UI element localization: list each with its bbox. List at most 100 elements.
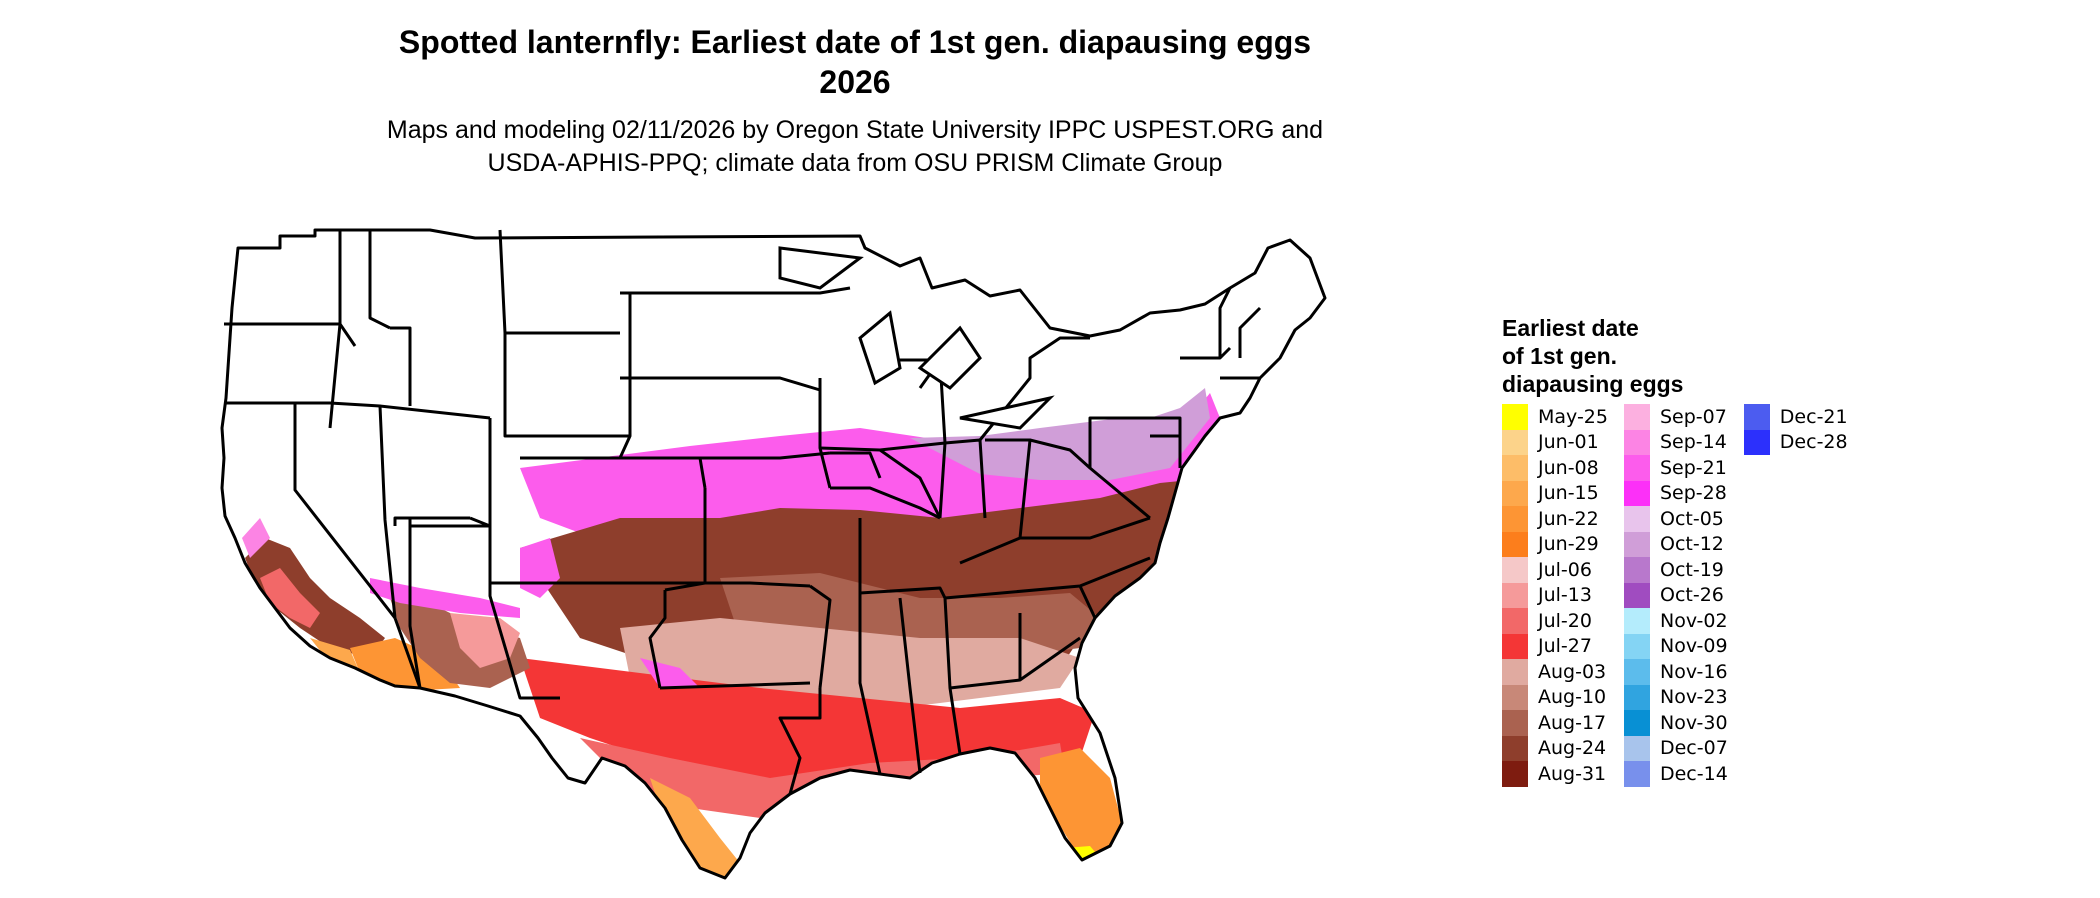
legend-label: Oct-19 xyxy=(1659,558,1724,581)
legend-label: Aug-10 xyxy=(1538,686,1607,709)
map-subtitle: Maps and modeling 02/11/2026 by Oregon S… xyxy=(210,114,1500,180)
legend-swatch xyxy=(1502,531,1528,557)
legend-swatch xyxy=(1502,633,1528,659)
legend-label: Jul-13 xyxy=(1538,584,1592,607)
legend: Earliest date of 1st gen. diapausing egg… xyxy=(1502,314,1864,787)
legend-swatch xyxy=(1623,608,1650,634)
legend-item: Aug-03 xyxy=(1502,659,1608,685)
legend-item: Oct-26 xyxy=(1623,582,1728,608)
legend-label: Nov-16 xyxy=(1659,660,1728,683)
legend-label: Sep-28 xyxy=(1659,482,1727,505)
legend-swatch xyxy=(1623,735,1650,761)
great-lakes xyxy=(778,246,1055,430)
legend-item: Nov-02 xyxy=(1623,608,1728,634)
legend-swatch xyxy=(1502,455,1528,481)
legend-swatch xyxy=(1623,506,1650,532)
legend-label: Sep-07 xyxy=(1659,405,1727,428)
legend-label: Oct-05 xyxy=(1659,507,1724,530)
legend-item: Aug-24 xyxy=(1502,735,1608,761)
subtitle-line-2: USDA-APHIS-PPQ; climate data from OSU PR… xyxy=(487,149,1223,177)
legend-swatch xyxy=(1623,455,1650,481)
legend-item: Jul-20 xyxy=(1502,608,1608,634)
legend-swatch xyxy=(1502,710,1528,736)
legend-swatch xyxy=(1623,480,1650,506)
legend-item: Nov-09 xyxy=(1623,633,1728,659)
legend-item: Jun-08 xyxy=(1502,455,1608,481)
legend-item: Sep-21 xyxy=(1623,455,1728,481)
legend-column: Dec-21 Dec-28 xyxy=(1743,404,1848,787)
legend-item: Jul-06 xyxy=(1502,557,1608,583)
legend-label: Sep-21 xyxy=(1659,456,1727,479)
legend-label: Oct-26 xyxy=(1659,584,1724,607)
legend-swatch xyxy=(1743,404,1770,430)
legend-swatch xyxy=(1502,659,1528,685)
legend-label: Dec-21 xyxy=(1779,405,1848,428)
state-borders xyxy=(220,228,1327,880)
legend-swatch xyxy=(1502,429,1528,455)
legend-label: Dec-14 xyxy=(1659,762,1728,785)
legend-column: Sep-07 Sep-14 Sep-21 Sep-28 Oct-05 Oct-12 Oct-… xyxy=(1623,404,1728,787)
legend-item: Dec-21 xyxy=(1743,404,1848,430)
legend-item: Jun-29 xyxy=(1502,531,1608,557)
legend-label: Dec-28 xyxy=(1779,431,1848,454)
legend-label: Nov-30 xyxy=(1659,711,1728,734)
legend-swatch xyxy=(1502,480,1528,506)
legend-swatch xyxy=(1502,761,1528,787)
legend-swatch xyxy=(1623,531,1650,557)
legend-label: Jun-01 xyxy=(1538,431,1599,454)
legend-label: Jul-27 xyxy=(1538,635,1592,658)
legend-swatch xyxy=(1623,557,1650,583)
legend-title: Earliest date of 1st gen. diapausing egg… xyxy=(1502,314,1762,398)
legend-label: Jun-08 xyxy=(1538,456,1599,479)
legend-label: Nov-02 xyxy=(1659,609,1728,632)
legend-item: Jul-13 xyxy=(1502,582,1608,608)
legend-item: Dec-14 xyxy=(1623,761,1728,787)
legend-item: Aug-31 xyxy=(1502,761,1608,787)
legend-item: Dec-28 xyxy=(1743,429,1848,455)
legend-swatch xyxy=(1623,659,1650,685)
legend-swatch xyxy=(1623,582,1650,608)
legend-swatch xyxy=(1623,404,1650,430)
title-block: Spotted lanternfly: Earliest date of 1st… xyxy=(210,22,1500,180)
legend-swatch xyxy=(1502,684,1528,710)
legend-item: Sep-28 xyxy=(1623,480,1728,506)
subtitle-line-1: Maps and modeling 02/11/2026 by Oregon S… xyxy=(386,116,1324,144)
legend-item: May-25 xyxy=(1502,404,1608,430)
legend-item: Jun-01 xyxy=(1502,429,1608,455)
legend-title-line-2: of 1st gen. xyxy=(1502,343,1618,369)
legend-item: Jun-22 xyxy=(1502,506,1608,532)
legend-item: Sep-07 xyxy=(1623,404,1728,430)
legend-label: Nov-23 xyxy=(1659,686,1728,709)
legend-label: Jun-29 xyxy=(1538,533,1599,556)
legend-swatch xyxy=(1502,735,1528,761)
map-year: 2026 xyxy=(819,64,891,100)
legend-title-line-3: diapausing eggs xyxy=(1502,371,1684,397)
legend-swatch xyxy=(1502,608,1528,634)
legend-item: Nov-30 xyxy=(1623,710,1728,736)
legend-label: Aug-17 xyxy=(1538,711,1607,734)
legend-item: Jul-27 xyxy=(1502,633,1608,659)
legend-label: Sep-14 xyxy=(1659,431,1727,454)
legend-label: Dec-07 xyxy=(1659,737,1728,760)
us-map xyxy=(220,228,1327,880)
legend-swatch xyxy=(1623,684,1650,710)
legend-label: Oct-12 xyxy=(1659,533,1724,556)
legend-label: Aug-03 xyxy=(1538,660,1607,683)
legend-label: Jun-22 xyxy=(1538,507,1599,530)
legend-label: Aug-31 xyxy=(1538,762,1607,785)
legend-label: Jul-06 xyxy=(1538,558,1592,581)
legend-item: Aug-17 xyxy=(1502,710,1608,736)
legend-swatch xyxy=(1623,710,1650,736)
legend-label: Jun-15 xyxy=(1538,482,1599,505)
legend-item: Sep-14 xyxy=(1623,429,1728,455)
legend-item: Oct-19 xyxy=(1623,557,1728,583)
legend-item: Nov-16 xyxy=(1623,659,1728,685)
legend-item: Jun-15 xyxy=(1502,480,1608,506)
legend-item: Oct-05 xyxy=(1623,506,1728,532)
legend-item: Aug-10 xyxy=(1502,684,1608,710)
legend-title-line-1: Earliest date xyxy=(1502,315,1639,341)
legend-swatch xyxy=(1623,633,1650,659)
legend-swatch xyxy=(1623,761,1650,787)
legend-swatch xyxy=(1502,557,1528,583)
legend-columns: May-25 Jun-01 Jun-08 Jun-15 Jun-22 Jun-29 Jul-… xyxy=(1502,404,1864,787)
